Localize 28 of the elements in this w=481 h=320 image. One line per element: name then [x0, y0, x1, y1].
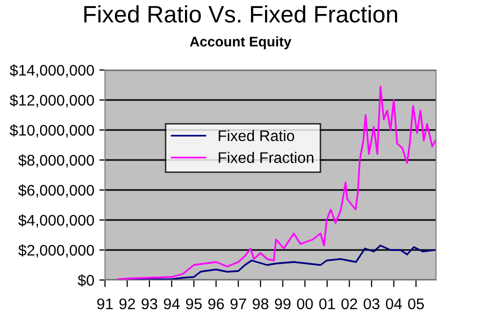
x-tick-label: 02 [341, 298, 358, 310]
x-tick-label: 97 [230, 298, 246, 310]
x-tick-label: 01 [319, 298, 335, 310]
chart-title: Fixed Ratio Vs. Fixed Fraction [84, 5, 398, 23]
y-tick-label: $12,000,000 [10, 94, 94, 108]
y-tick-label: $10,000,000 [10, 124, 94, 138]
y-tick-label: $14,000,000 [10, 64, 94, 78]
x-tick-label: 99 [274, 298, 290, 310]
line-series [117, 86, 436, 280]
y-tick-label: $2,000,000 [18, 244, 94, 258]
x-tick-label: 95 [186, 298, 202, 310]
chart-subtitle: Account Equity [190, 36, 292, 50]
y-tick-label: $4,000,000 [18, 214, 94, 228]
x-tick-label: 03 [364, 298, 380, 310]
x-tick-label: 92 [119, 298, 135, 310]
x-tick-label: 04 [386, 298, 402, 310]
x-tick-label: 93 [142, 298, 158, 310]
y-tick-label: $6,000,000 [18, 184, 94, 198]
x-tick-label: 91 [97, 298, 113, 310]
x-tick-label: 94 [164, 298, 180, 310]
legend-label: Fixed Ratio [218, 130, 294, 142]
y-tick-label: $8,000,000 [18, 154, 94, 168]
y-tick-label: $0 [78, 274, 94, 287]
x-tick-label: 98 [252, 298, 268, 310]
x-tick-label: 96 [208, 298, 224, 310]
x-tick-label: 00 [297, 298, 313, 310]
x-tick-label: 05 [408, 298, 424, 310]
legend-label: Fixed Fraction [218, 152, 314, 164]
